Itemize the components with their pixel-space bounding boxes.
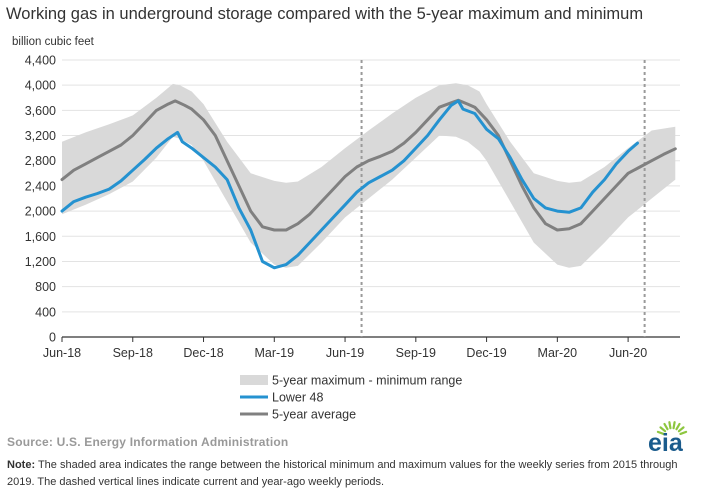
x-tick-label: Mar-19: [254, 346, 294, 360]
y-tick-label: 4,400: [25, 54, 56, 68]
x-tick-label: Jun-20: [609, 346, 647, 360]
chart-title: Working gas in underground storage compa…: [6, 5, 644, 23]
x-tick-label: Mar-20: [538, 346, 578, 360]
y-tick-label: 400: [35, 305, 56, 319]
x-tick-label: Dec-19: [466, 346, 506, 360]
y-tick-label: 2,000: [25, 205, 56, 219]
note-text: The shaded area indicates the range betw…: [7, 459, 678, 488]
sun-ray: [677, 426, 685, 433]
y-tick-label: 0: [49, 331, 56, 345]
legend-label: 5-year average: [272, 408, 356, 422]
x-tick-label: Sep-19: [396, 346, 436, 360]
y-axis-units: billion cubic feet: [12, 36, 94, 48]
sun-ray: [656, 430, 665, 436]
y-tick-label: 1,200: [25, 255, 56, 269]
sun-ray: [659, 426, 667, 433]
x-tick-label: Dec-18: [183, 346, 223, 360]
eia-logo: eia: [648, 421, 688, 455]
sun-ray: [675, 422, 681, 431]
lower-48-line: [60, 99, 639, 270]
sun-ray: [679, 430, 688, 436]
note: Note: The shaded area indicates the rang…: [7, 457, 703, 491]
x-tick-label: Sep-18: [113, 346, 153, 360]
legend-label: 5-year maximum - minimum range: [272, 374, 462, 388]
eia-logo-sun-rays: [656, 421, 688, 436]
note-label: Note:: [7, 459, 36, 471]
y-tick-label: 3,600: [25, 104, 56, 118]
sun-ray: [668, 421, 672, 430]
x-tick-label: Jun-18: [43, 346, 81, 360]
source-text: Source: U.S. Energy Information Administ…: [7, 435, 289, 449]
legend-swatch-range: [240, 375, 268, 385]
y-tick-label: 3,200: [25, 129, 56, 143]
chart: 0 400 800 1,200 1,600 2,000 2,400 2,800 3,200 3,6…: [25, 54, 680, 422]
y-tick-label: 2,800: [25, 154, 56, 168]
x-tick-label: Jun-19: [326, 346, 364, 360]
range-band: [62, 83, 676, 268]
y-tick-label: 2,400: [25, 179, 56, 193]
y-tick-label: 1,600: [25, 230, 56, 244]
sun-ray: [663, 422, 669, 431]
y-tick-label: 800: [35, 280, 56, 294]
legend-label: Lower 48: [272, 391, 323, 405]
y-tick-label: 4,000: [25, 79, 56, 93]
eia-logo-text: eia: [648, 429, 684, 455]
sun-ray: [672, 421, 676, 430]
five-year-average-line: [60, 98, 677, 232]
